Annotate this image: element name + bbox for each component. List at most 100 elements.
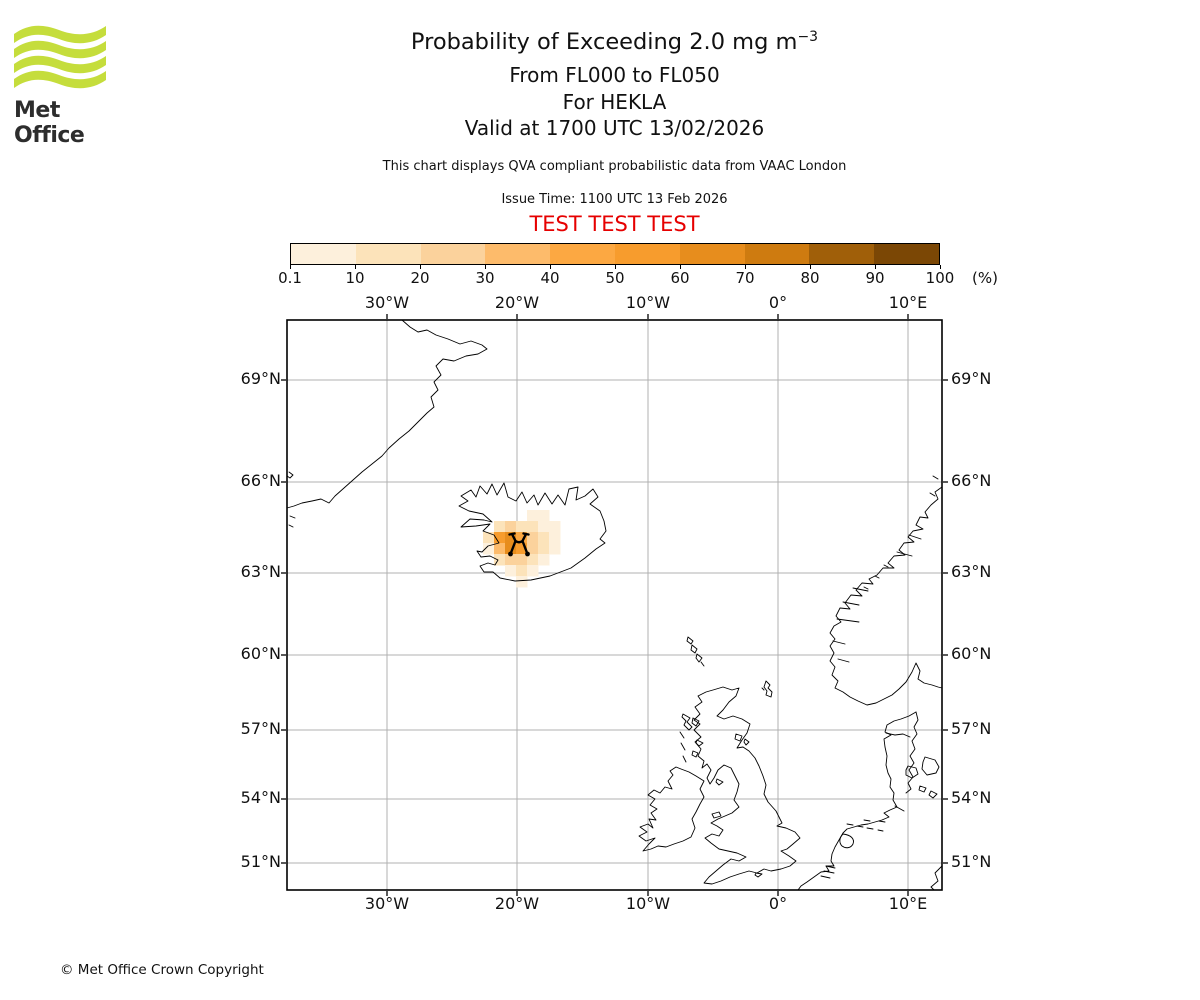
- colorbar: [290, 243, 940, 265]
- colorbar-tick-label: 80: [800, 269, 820, 287]
- lat-label-right: 69°N: [951, 369, 992, 388]
- coastline-norway-fjords: [832, 475, 939, 663]
- colorbar-tick-label: 30: [475, 269, 495, 287]
- ash-cell: [538, 510, 550, 522]
- coastline-great-britain: [693, 686, 801, 885]
- colorbar-segment: [809, 244, 875, 264]
- colorbar-segment: [485, 244, 551, 264]
- ash-cell: [527, 543, 539, 555]
- ash-cell: [516, 543, 528, 555]
- lon-label-top: 20°W: [494, 293, 540, 312]
- lon-label-bottom: 0°: [768, 894, 788, 913]
- ash-cell: [483, 532, 495, 544]
- colorbar-tick-label: 50: [605, 269, 625, 287]
- ash-cell: [527, 532, 539, 544]
- lon-label-top: 30°W: [364, 293, 410, 312]
- colorbar-tick-label: 100: [925, 269, 955, 287]
- colorbar-segment: [614, 244, 680, 264]
- lon-label-bottom: 10°W: [625, 894, 671, 913]
- ash-cell: [505, 565, 517, 577]
- lat-label-left: 60°N: [240, 644, 281, 663]
- lat-label-left: 57°N: [240, 719, 281, 738]
- logo-waves-icon: [14, 25, 106, 89]
- lat-label-right: 54°N: [951, 788, 992, 807]
- colorbar-tick: [939, 265, 941, 269]
- coastline-wadden-islands: [846, 805, 905, 832]
- ash-cell: [494, 521, 506, 533]
- coastline-danish-islands: [885, 732, 940, 799]
- map-border: [286, 319, 943, 891]
- valid-time-subtitle: Valid at 1700 UTC 13/02/2026: [464, 116, 765, 140]
- lon-label-bottom: 30°W: [364, 894, 410, 913]
- coastline-shetland: [761, 680, 773, 698]
- lat-label-right: 51°N: [951, 852, 992, 871]
- lat-label-right: 63°N: [951, 562, 992, 581]
- coastline-iceland: [458, 482, 607, 582]
- ash-cell: [516, 554, 528, 566]
- ash-cell: [527, 521, 539, 533]
- coastline-greenland: [286, 319, 488, 509]
- coastline-faroe-islands: [686, 636, 705, 667]
- colorbar-segment: [420, 244, 486, 264]
- ash-cell: [538, 543, 550, 555]
- lon-label-top: 10°E: [888, 293, 928, 312]
- met-office-logo: Met Office: [14, 22, 134, 148]
- disclaimer-text: This chart displays QVA compliant probab…: [382, 159, 847, 174]
- copyright-text: © Met Office Crown Copyright: [60, 962, 264, 978]
- lat-label-right: 57°N: [951, 719, 992, 738]
- ash-cell: [538, 532, 550, 544]
- ash-cell: [505, 521, 517, 533]
- lat-label-left: 69°N: [240, 369, 281, 388]
- ash-cell: [505, 532, 517, 544]
- colorbar-tick: [354, 265, 356, 269]
- colorbar-tick: [419, 265, 421, 269]
- colorbar-segment: [291, 244, 356, 264]
- chart-title-text: Probability of Exceeding 2.0 mg m: [410, 29, 798, 55]
- colorbar-tick: [289, 265, 291, 269]
- colorbar-tick-label: 90: [865, 269, 885, 287]
- colorbar-segment: [679, 244, 745, 264]
- lat-label-left: 63°N: [240, 562, 281, 581]
- lon-label-top: 10°W: [625, 293, 671, 312]
- ash-cell: [527, 510, 539, 522]
- colorbar-segment: [550, 244, 615, 264]
- colorbar-tick-label: 70: [735, 269, 755, 287]
- coastline-jutland-east: [905, 711, 919, 794]
- coastline-greenland-islets: [286, 471, 296, 528]
- coastline-norway: [829, 486, 943, 706]
- ash-cell: [494, 543, 506, 555]
- colorbar-tick: [614, 265, 616, 269]
- colorbar-tick-label: 10: [345, 269, 365, 287]
- ash-cell: [516, 565, 528, 577]
- coastline-small-british-isles: [711, 778, 763, 878]
- ash-cell: [483, 543, 495, 555]
- ash-cell: [538, 521, 550, 533]
- coastline-orkney: [734, 733, 750, 746]
- lat-label-right: 60°N: [951, 644, 992, 663]
- test-banner: TEST TEST TEST: [529, 212, 700, 236]
- colorbar-unit-label: (%): [972, 269, 998, 287]
- coastline-denmark-continent: [797, 711, 917, 891]
- ash-cell: [549, 521, 561, 533]
- map-canvas: [281, 314, 948, 896]
- ash-cell: [549, 543, 561, 555]
- colorbar-segment: [874, 244, 939, 264]
- colorbar-segment: [355, 244, 421, 264]
- ash-cell: [538, 554, 550, 566]
- ash-cell: [516, 576, 528, 588]
- volcano-subtitle: For HEKLA: [562, 90, 667, 114]
- ash-probability-cells: [483, 510, 561, 588]
- ash-cell: [549, 532, 561, 544]
- coastline-baltic-corner: [930, 865, 943, 891]
- chart-title: Probability of Exceeding 2.0 mg m−3: [29, 29, 1200, 55]
- colorbar-tick: [549, 265, 551, 269]
- map-gridlines: [287, 320, 942, 890]
- logo-text: Met Office: [14, 98, 85, 148]
- colorbar-tick: [809, 265, 811, 269]
- coastline-ijsselmeer: [820, 833, 854, 879]
- lon-label-top: 0°: [768, 293, 788, 312]
- colorbar-tick-label: 60: [670, 269, 690, 287]
- map-axis-ticks: [281, 314, 948, 896]
- colorbar-tick: [744, 265, 746, 269]
